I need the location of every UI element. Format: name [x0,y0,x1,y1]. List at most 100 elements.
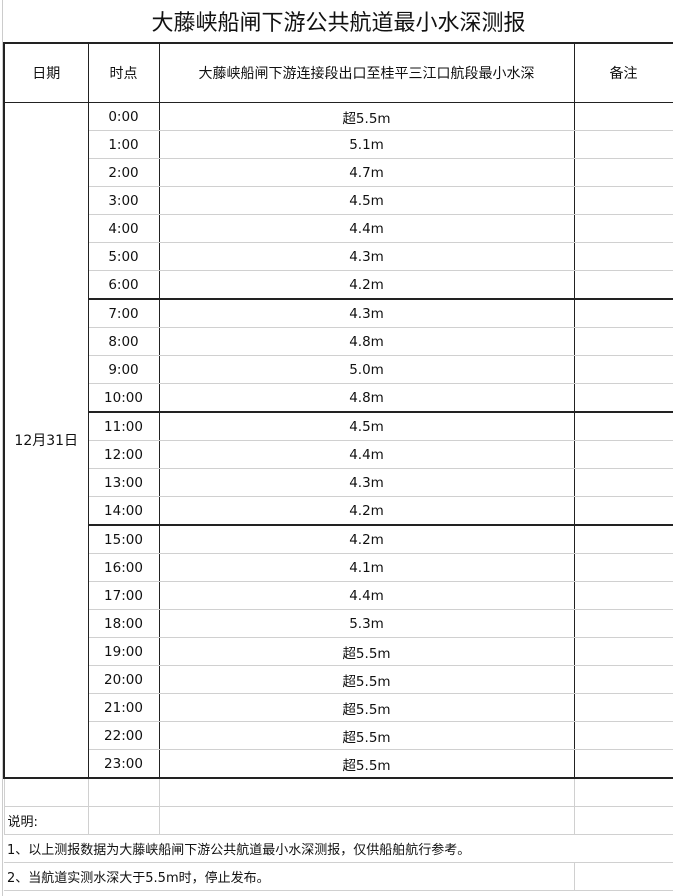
depth-cell: 5.0m [158,355,575,384]
table-row: 12:00 4.4m [4,440,673,469]
time-cell: 17:00 [87,581,160,610]
time-cell: 14:00 [87,496,160,526]
depth-cell: 5.3m [158,609,575,638]
time-cell: 7:00 [87,298,160,328]
depth-cell: 4.2m [158,524,575,554]
table-row: 4:00 4.4m [4,214,673,243]
remark-cell [573,130,673,159]
table-row: 3:00 4.5m [4,186,673,215]
remark-cell [573,665,673,694]
time-cell: 12:00 [87,440,160,469]
depth-cell: 超5.5m [158,693,575,722]
header-depth: 大藤峡船闸下游连接段出口至桂平三江口航段最小水深 [158,42,575,103]
depth-cell: 4.5m [158,186,575,215]
time-cell: 19:00 [87,637,160,666]
time-cell: 0:00 [87,102,160,131]
table-row: 7:00 4.3m [4,298,673,328]
notes-label: 说明: [3,806,89,835]
report-title: 大藤峡船闸下游公共航道最小水深测报 [4,0,673,44]
table-row: 6:00 4.2m [4,270,673,300]
depth-cell: 超5.5m [158,721,575,750]
depth-cell: 5.1m [158,130,575,159]
remark-cell [573,411,673,441]
remark-cell [573,468,673,497]
date-cell: 12月31日 [3,102,89,779]
time-cell: 8:00 [87,327,160,356]
time-cell: 6:00 [87,270,160,300]
table-row: 1:00 5.1m [4,130,673,159]
remark-cell [573,637,673,666]
remark-cell [573,749,673,779]
time-cell: 16:00 [87,553,160,582]
time-cell: 21:00 [87,693,160,722]
table-row: 12月31日 0:00 超5.5m [3,102,673,779]
time-cell: 22:00 [87,721,160,750]
remark-cell [573,298,673,328]
time-cell: 5:00 [87,242,160,271]
table-row: 13:00 4.3m [4,468,673,497]
remark-cell [573,355,673,384]
note-2: 2、当航道实测水深大于5.5m时，停止发布。 [4,862,574,891]
time-cell: 15:00 [87,524,160,554]
table-row: 23:00 超5.5m [4,749,673,779]
note-row: 2、当航道实测水深大于5.5m时，停止发布。 [4,862,673,891]
depth-cell: 4.2m [158,496,575,526]
time-cell: 23:00 [87,749,160,779]
note-1: 1、以上测报数据为大藤峡船闸下游公共航道最小水深测报，仅供船舶航行参考。 [4,834,673,863]
depth-cell: 超5.5m [158,637,575,666]
remark-cell [573,693,673,722]
remark-cell [573,242,673,271]
depth-cell: 4.3m [158,242,575,271]
depth-cell: 超5.5m [158,665,575,694]
time-cell: 11:00 [87,411,160,441]
time-cell: 20:00 [87,665,160,694]
note-row: 1、以上测报数据为大藤峡船闸下游公共航道最小水深测报，仅供船舶航行参考。 [4,834,673,863]
time-cell: 9:00 [87,355,160,384]
table-row: 22:00 超5.5m [4,721,673,750]
depth-cell: 4.2m [158,270,575,300]
remark-cell [573,524,673,554]
time-cell: 10:00 [87,383,160,413]
remark-cell [573,721,673,750]
remark-cell [573,102,673,131]
table-row: 16:00 4.1m [4,553,673,582]
depth-cell: 4.4m [158,440,575,469]
empty-row [3,777,673,807]
depth-cell: 4.3m [158,298,575,328]
header-date: 日期 [3,42,89,103]
remark-cell [573,383,673,413]
time-cell: 3:00 [87,186,160,215]
depth-cell: 4.4m [158,581,575,610]
remark-cell [573,496,673,526]
depth-cell: 4.1m [158,553,575,582]
depth-cell: 4.8m [158,383,575,413]
remark-cell [573,186,673,215]
table-row: 2:00 4.7m [4,158,673,187]
table-row: 20:00 超5.5m [4,665,673,694]
table-row: 17:00 4.4m [4,581,673,610]
remark-cell [573,609,673,638]
remark-cell [573,581,673,610]
time-cell: 13:00 [87,468,160,497]
depth-cell: 超5.5m [158,102,575,131]
header-remark: 备注 [573,42,673,103]
depth-cell: 超5.5m [158,749,575,779]
remark-cell [573,214,673,243]
depth-cell: 4.7m [158,158,575,187]
time-cell: 18:00 [87,609,160,638]
depth-cell: 4.4m [158,214,575,243]
depth-cell: 4.5m [158,411,575,441]
remark-cell [573,327,673,356]
table-row: 18:00 5.3m [4,609,673,638]
table-row: 21:00 超5.5m [4,693,673,722]
remark-cell [573,440,673,469]
notes-label-row: 说明: [3,806,673,835]
header-time: 时点 [87,42,160,103]
table-row: 15:00 4.2m [4,524,673,554]
remark-cell [573,270,673,300]
depth-cell: 4.8m [158,327,575,356]
table-row: 5:00 4.3m [4,242,673,271]
depth-report-table: 大藤峡船闸下游公共航道最小水深测报 日期 时点 大藤峡船闸下游连接段出口至桂平三… [3,0,673,891]
remark-cell [573,158,673,187]
